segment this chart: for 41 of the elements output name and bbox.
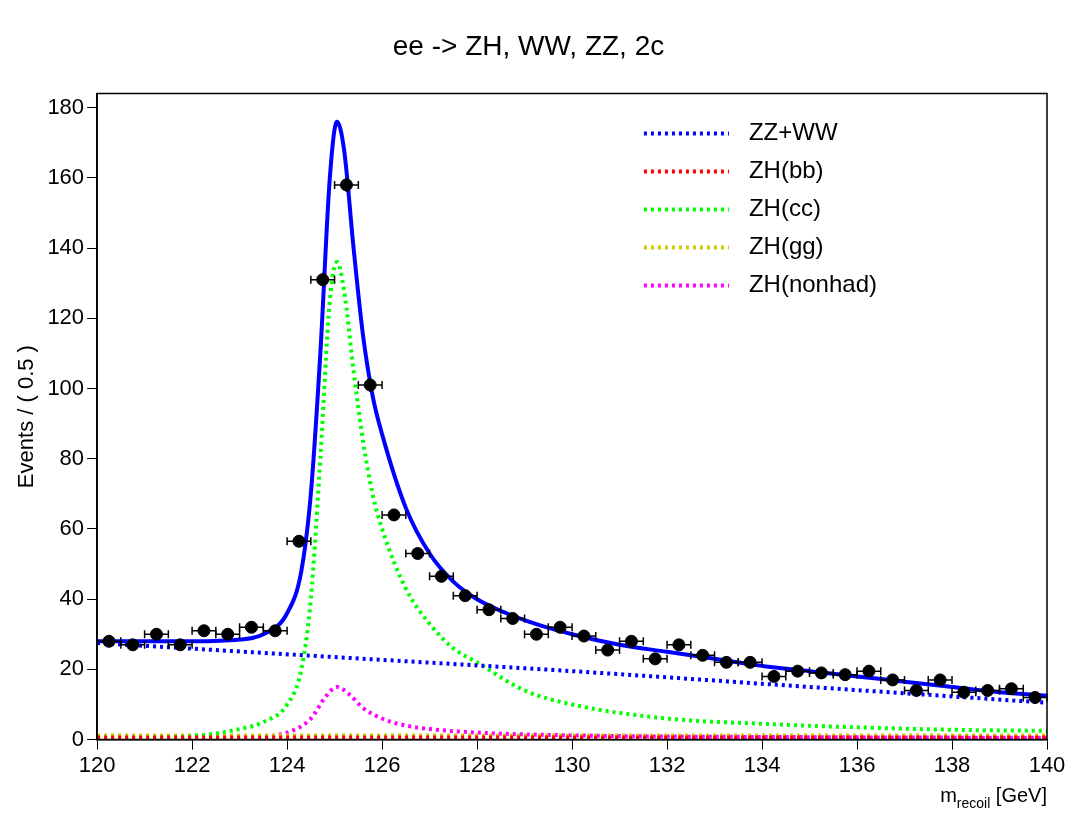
x-tick-label: 126 bbox=[363, 751, 401, 777]
y-tick-label: 60 bbox=[59, 515, 85, 541]
x-tick-label: 134 bbox=[743, 751, 781, 777]
y-tick-label: 100 bbox=[47, 374, 85, 400]
x-tick-label: 140 bbox=[1028, 751, 1066, 777]
y-tick-label: 120 bbox=[47, 304, 85, 330]
y-tick-label: 80 bbox=[59, 444, 85, 470]
point bbox=[434, 569, 448, 583]
legend-label: ZZ+WW bbox=[748, 118, 838, 146]
point bbox=[529, 627, 543, 641]
point bbox=[506, 611, 520, 625]
point bbox=[909, 683, 923, 697]
x-tick-label: 124 bbox=[268, 751, 306, 777]
point bbox=[981, 683, 995, 697]
point bbox=[696, 648, 710, 662]
point bbox=[1004, 682, 1018, 696]
point bbox=[719, 655, 733, 669]
point bbox=[221, 627, 235, 641]
legend-label: ZH(bb) bbox=[748, 156, 824, 184]
y-axis-title: Events / ( 0.5 ) bbox=[13, 345, 39, 489]
chart-title: ee -> ZH, WW, ZZ, 2c bbox=[392, 29, 665, 61]
y-tick-label: 20 bbox=[59, 655, 85, 681]
y-tick-label: 180 bbox=[47, 93, 85, 119]
y-tick-label: 140 bbox=[47, 234, 85, 260]
y-tick-label: 40 bbox=[59, 585, 85, 611]
legend-label: ZH(nonhad) bbox=[748, 270, 877, 298]
x-tick-label: 120 bbox=[78, 751, 116, 777]
legend-label: ZH(cc) bbox=[748, 194, 821, 222]
point bbox=[411, 547, 425, 561]
y-tick-label: 160 bbox=[47, 163, 85, 189]
x-tick-label: 128 bbox=[458, 751, 496, 777]
x-tick-label: 122 bbox=[173, 751, 211, 777]
point bbox=[149, 627, 163, 641]
legend-label: ZH(gg) bbox=[748, 232, 824, 260]
point bbox=[244, 620, 258, 634]
point bbox=[624, 634, 638, 648]
y-tick-label: 0 bbox=[71, 725, 85, 751]
x-tick-label: 138 bbox=[933, 751, 971, 777]
x-tick-label: 136 bbox=[838, 751, 876, 777]
x-tick-label: 130 bbox=[553, 751, 591, 777]
x-tick-label: 132 bbox=[648, 751, 686, 777]
